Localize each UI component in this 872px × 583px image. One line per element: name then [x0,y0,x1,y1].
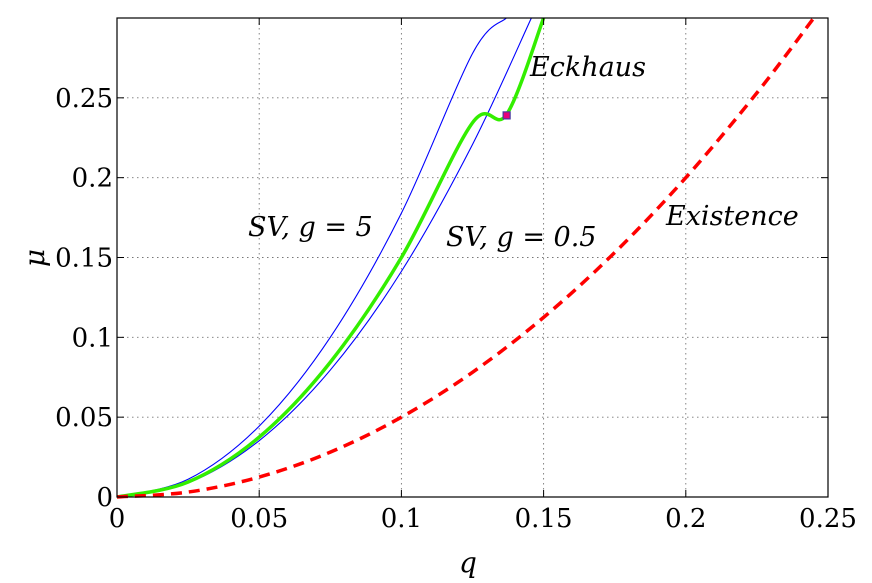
y-tick-label: 0.1 [72,323,113,353]
y-tick-label: 0.05 [55,403,113,433]
series-line-eckhaus [116,17,546,499]
x-tick-label: 0.1 [381,504,422,534]
series-line-sv-g-0-5 [116,17,532,498]
grid-lines [117,18,828,497]
annotation-sv-g5: SV, g = 5 [248,212,373,243]
axis-ticks: 0 0.05 0.1 0.15 0.2 0.25 0 0.05 0.1 0.15 0.2 0.25 [55,18,857,534]
y-tick-label: 0.2 [72,164,113,194]
x-tick-label: 0.25 [799,504,857,534]
x-tick-label: 0 [109,504,126,534]
series-layer [116,16,816,499]
y-tick-label: 0 [96,483,113,513]
annotation-eckhaus: Eckhaus [529,52,646,83]
annotation-sv-g05-eq: g = 0.5 [496,222,596,253]
annotation-sv-g05-prefix: SV, [446,222,496,253]
x-tick-label: 0.05 [230,504,288,534]
annotation-sv-g5-eq: g = 5 [298,212,372,243]
data-point-marker [502,111,511,120]
x-tick-label: 0.15 [515,504,573,534]
annotation-sv-g05: SV, g = 0.5 [446,222,596,253]
annotation-sv-g5-prefix: SV, [248,212,298,243]
series-line-sv-g-5 [116,17,507,498]
y-axis-label: μ [18,249,51,267]
marker-layer [502,111,511,120]
series-line-existence [116,16,816,499]
x-tick-label: 0.2 [665,504,706,534]
x-axis-label: q [459,546,477,579]
y-tick-label: 0.15 [55,244,113,274]
annotation-existence: Existence [665,201,799,232]
y-tick-label: 0.25 [55,84,113,114]
